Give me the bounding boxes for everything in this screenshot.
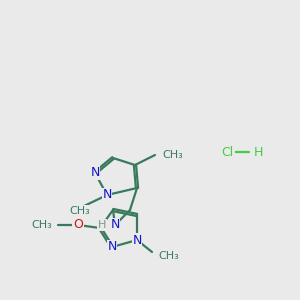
Text: O: O [73, 218, 83, 232]
Text: Cl: Cl [222, 146, 234, 158]
Text: H: H [98, 220, 106, 230]
Text: N: N [90, 167, 100, 179]
Text: N: N [132, 233, 142, 247]
Text: N: N [107, 241, 117, 254]
Text: CH₃: CH₃ [158, 251, 179, 261]
Text: CH₃: CH₃ [31, 220, 52, 230]
Text: CH₃: CH₃ [70, 206, 90, 216]
Text: N: N [110, 218, 120, 232]
Text: CH₃: CH₃ [162, 150, 183, 160]
Text: N: N [102, 188, 112, 202]
Text: H: H [254, 146, 263, 158]
